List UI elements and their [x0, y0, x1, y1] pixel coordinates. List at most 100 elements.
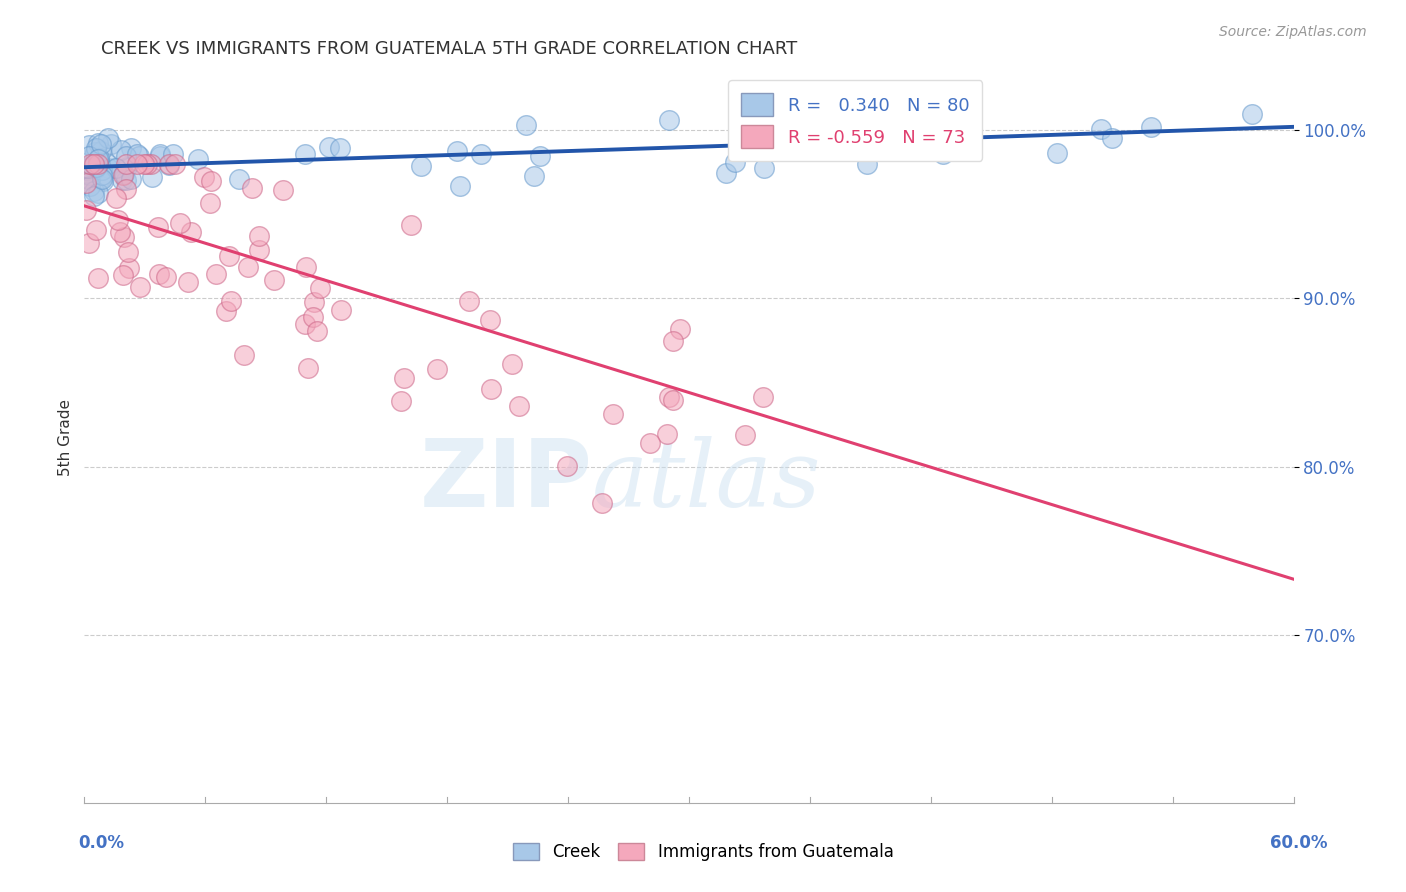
Point	[114, 182, 136, 196]
Point	[1090, 121, 1112, 136]
Point	[391, 394, 413, 409]
Point	[304, 295, 326, 310]
Point	[146, 219, 169, 234]
Point	[932, 147, 955, 161]
Point	[655, 427, 678, 442]
Point	[97, 161, 120, 175]
Point	[110, 143, 132, 157]
Point	[658, 112, 681, 127]
Text: ZIP: ZIP	[419, 435, 592, 527]
Text: Source: ZipAtlas.com: Source: ZipAtlas.com	[1219, 25, 1367, 39]
Point	[112, 168, 135, 182]
Point	[662, 393, 685, 408]
Point	[157, 158, 180, 172]
Point	[139, 157, 162, 171]
Point	[159, 157, 181, 171]
Point	[187, 152, 209, 166]
Point	[295, 260, 318, 275]
Point	[75, 176, 97, 190]
Point	[86, 186, 108, 201]
Point	[83, 184, 105, 198]
Point	[108, 225, 131, 239]
Point	[218, 249, 240, 263]
Point	[84, 222, 107, 236]
Point	[84, 145, 107, 160]
Point	[200, 174, 222, 188]
Point	[75, 170, 97, 185]
Text: CREEK VS IMMIGRANTS FROM GUATEMALA 5TH GRADE CORRELATION CHART: CREEK VS IMMIGRANTS FROM GUATEMALA 5TH G…	[101, 40, 797, 58]
Point	[89, 157, 111, 171]
Point	[84, 157, 107, 171]
Point	[180, 225, 202, 239]
Point	[329, 141, 352, 155]
Point	[198, 196, 221, 211]
Point	[91, 162, 114, 177]
Point	[399, 218, 422, 232]
Point	[735, 143, 758, 157]
Point	[1101, 131, 1123, 145]
Point	[236, 260, 259, 275]
Point	[79, 157, 101, 171]
Point	[856, 157, 879, 171]
Point	[127, 157, 149, 171]
Point	[141, 170, 163, 185]
Point	[87, 157, 110, 171]
Point	[75, 161, 97, 176]
Point	[77, 148, 100, 162]
Point	[107, 213, 129, 227]
Point	[228, 172, 250, 186]
Point	[76, 161, 98, 176]
Point	[724, 155, 747, 169]
Point	[1140, 120, 1163, 135]
Point	[79, 168, 101, 182]
Point	[104, 191, 127, 205]
Text: atlas: atlas	[592, 436, 821, 526]
Point	[111, 172, 134, 186]
Point	[1240, 107, 1263, 121]
Point	[87, 136, 110, 150]
Point	[249, 243, 271, 257]
Point	[426, 362, 449, 376]
Point	[602, 407, 624, 421]
Point	[591, 496, 613, 510]
Point	[97, 156, 120, 170]
Point	[76, 165, 98, 179]
Text: 0.0%: 0.0%	[79, 834, 124, 852]
Point	[117, 260, 139, 275]
Point	[169, 216, 191, 230]
Point	[75, 163, 97, 178]
Point	[305, 325, 328, 339]
Point	[714, 166, 737, 180]
Point	[91, 168, 114, 182]
Point	[83, 189, 105, 203]
Point	[392, 371, 415, 385]
Point	[205, 268, 228, 282]
Point	[529, 149, 551, 163]
Point	[117, 245, 139, 260]
Y-axis label: 5th Grade: 5th Grade	[58, 399, 73, 475]
Point	[90, 144, 112, 158]
Legend: Creek, Immigrants from Guatemala: Creek, Immigrants from Guatemala	[506, 836, 900, 868]
Point	[163, 157, 186, 171]
Point	[75, 202, 97, 217]
Point	[219, 294, 242, 309]
Point	[82, 161, 104, 176]
Point	[640, 436, 662, 450]
Point	[271, 183, 294, 197]
Point	[446, 144, 468, 158]
Point	[294, 317, 316, 331]
Point	[149, 147, 172, 161]
Text: 60.0%: 60.0%	[1271, 834, 1327, 852]
Point	[148, 268, 170, 282]
Point	[193, 170, 215, 185]
Point	[115, 157, 138, 171]
Point	[91, 174, 114, 188]
Point	[83, 157, 105, 171]
Point	[411, 159, 433, 173]
Point	[215, 304, 238, 318]
Point	[87, 151, 110, 165]
Point	[294, 147, 316, 161]
Point	[83, 158, 105, 172]
Point	[112, 268, 135, 282]
Point	[515, 118, 537, 132]
